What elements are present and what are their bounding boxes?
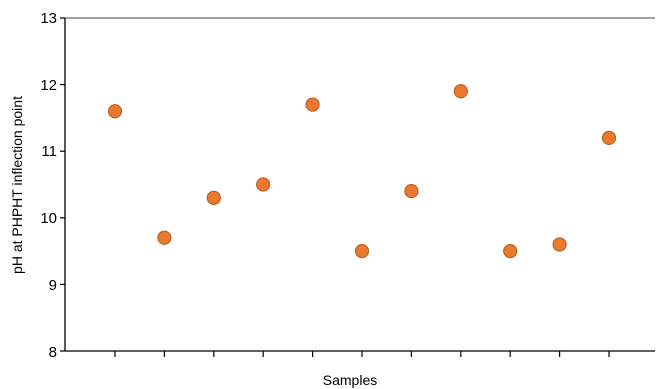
data-point <box>453 84 468 99</box>
y-tick-label-8: 8 <box>49 344 57 361</box>
data-point <box>552 237 567 252</box>
y-tick-label-10: 10 <box>40 210 57 227</box>
data-point <box>404 184 419 199</box>
data-point <box>305 97 320 112</box>
data-point <box>157 230 172 245</box>
data-point <box>256 177 271 192</box>
y-axis-title: pH at PHPHT inflection point <box>9 96 25 274</box>
data-point <box>107 104 123 119</box>
y-tick-labels: 8 9 10 11 12 13 <box>40 10 57 361</box>
data-point <box>601 130 617 145</box>
data-point <box>354 244 370 259</box>
x-axis-title: Samples <box>323 372 377 388</box>
y-tick-label-11: 11 <box>41 143 57 160</box>
data-point <box>206 190 221 205</box>
data-point <box>503 244 518 259</box>
data-points <box>107 84 617 259</box>
axes <box>60 17 655 357</box>
y-tick-label-12: 12 <box>40 77 57 94</box>
y-tick-label-9: 9 <box>49 277 57 294</box>
y-tick-label-13: 13 <box>40 10 57 27</box>
